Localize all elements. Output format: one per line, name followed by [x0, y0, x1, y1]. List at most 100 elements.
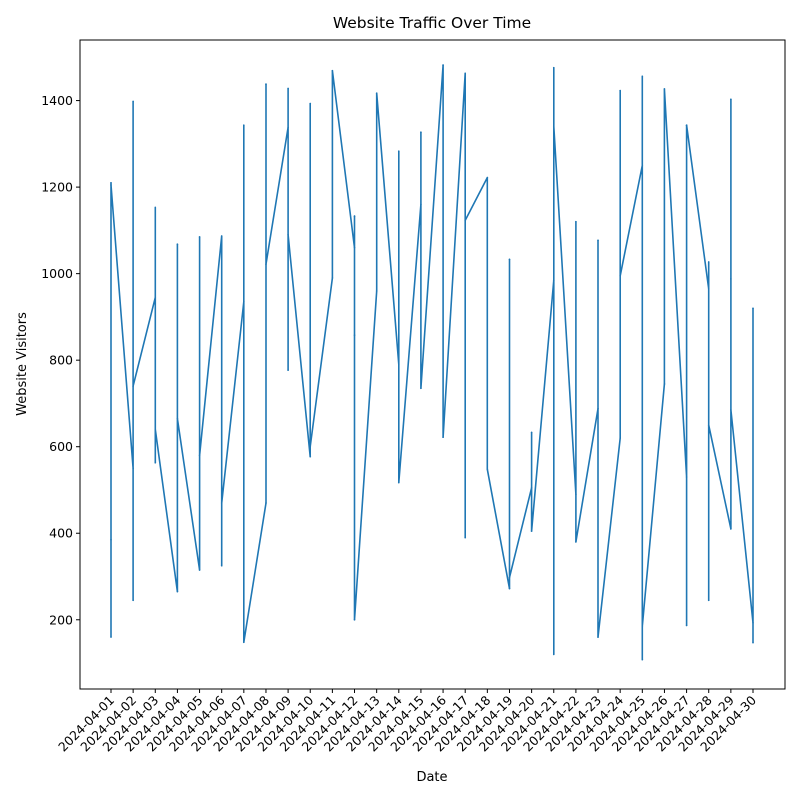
- chart-title: Website Traffic Over Time: [333, 14, 531, 32]
- data-point: [508, 576, 511, 579]
- data-point: [641, 625, 644, 628]
- data-point: [243, 124, 245, 127]
- data-point: [287, 233, 289, 236]
- data-point: [353, 215, 356, 217]
- y-axis-label: Website Visitors: [15, 312, 30, 416]
- data-point: [353, 334, 356, 336]
- data-point: [220, 502, 223, 504]
- data-point: [287, 126, 289, 129]
- data-point: [132, 599, 134, 602]
- data-point: [575, 493, 577, 496]
- data-point: [619, 437, 621, 439]
- data-point: [597, 407, 599, 410]
- data-point: [309, 445, 312, 448]
- data-point: [752, 622, 754, 624]
- data-point: [707, 287, 710, 290]
- data-point: [752, 307, 754, 310]
- data-point: [663, 88, 666, 90]
- data-point: [132, 467, 134, 470]
- data-point: [176, 417, 179, 420]
- data-point: [597, 239, 599, 242]
- data-point: [154, 428, 157, 431]
- data-point: [552, 66, 555, 69]
- data-point: [464, 219, 467, 222]
- data-point: [243, 300, 245, 303]
- data-point: [530, 431, 533, 434]
- data-point: [154, 206, 157, 209]
- y-tick-label: 600: [49, 439, 73, 454]
- data-point: [309, 102, 312, 105]
- data-point: [530, 530, 533, 532]
- y-tick-label: 800: [49, 353, 73, 368]
- data-point: [331, 69, 334, 72]
- data-point: [420, 203, 422, 206]
- data-point: [375, 92, 378, 95]
- data-point: [110, 184, 112, 186]
- data-point: [730, 98, 732, 101]
- data-point: [375, 290, 378, 292]
- data-point: [132, 100, 134, 103]
- data-point: [663, 383, 666, 385]
- data-point: [508, 258, 511, 261]
- y-axis-ticks: 200 400 600 800 1000 1200 1400: [41, 93, 80, 627]
- data-point: [575, 541, 577, 543]
- data-point: [508, 587, 511, 590]
- data-point: [353, 246, 356, 249]
- data-point: [353, 618, 356, 621]
- data-point: [597, 636, 599, 638]
- data-point: [287, 369, 289, 371]
- data-point: [685, 624, 688, 627]
- data-point: [265, 502, 267, 504]
- data-point: [685, 476, 688, 478]
- data-point: [154, 296, 157, 299]
- data-point: [641, 75, 644, 78]
- data-point: [707, 424, 710, 426]
- data-point: [707, 261, 710, 263]
- data-point: [154, 461, 157, 464]
- data-point: [685, 124, 688, 127]
- data-point: [420, 387, 422, 390]
- y-tick-label: 400: [49, 526, 73, 541]
- data-point: [265, 83, 267, 85]
- data-point: [331, 277, 334, 279]
- x-axis-label: Date: [416, 770, 447, 785]
- data-point: [575, 220, 577, 223]
- data-point: [220, 564, 223, 567]
- data-point: [243, 641, 245, 644]
- data-point: [619, 275, 621, 277]
- data-point: [552, 653, 555, 656]
- data-point: [730, 409, 732, 411]
- data-point: [198, 236, 201, 238]
- data-point: [486, 468, 489, 471]
- x-axis-ticks: 2024-04-012024-04-022024-04-032024-04-04…: [55, 689, 759, 754]
- data-point: [486, 176, 489, 179]
- y-tick-label: 1200: [41, 180, 73, 195]
- data-point: [220, 235, 223, 237]
- y-tick-label: 1000: [41, 266, 73, 281]
- data-point: [110, 636, 112, 638]
- data-point: [464, 536, 467, 539]
- data-point: [132, 385, 134, 387]
- data-point: [198, 569, 201, 571]
- data-point: [397, 150, 400, 152]
- data-point: [552, 279, 555, 281]
- data-point: [730, 278, 732, 280]
- y-tick-label: 200: [49, 612, 73, 627]
- data-point: [287, 87, 289, 90]
- data-point: [730, 528, 732, 530]
- data-point: [198, 454, 201, 457]
- series-line: [110, 64, 754, 661]
- data-point: [707, 599, 710, 602]
- data-point: [397, 481, 400, 484]
- data-point: [309, 455, 312, 458]
- data-point: [641, 658, 644, 661]
- data-point: [442, 436, 444, 438]
- data-point: [420, 131, 422, 133]
- y-tick-label: 1400: [41, 93, 73, 108]
- data-point: [265, 263, 267, 265]
- data-point: [752, 641, 754, 644]
- data-point: [397, 363, 400, 366]
- data-point: [110, 181, 112, 184]
- data-point: [530, 487, 533, 489]
- data-point: [619, 89, 621, 92]
